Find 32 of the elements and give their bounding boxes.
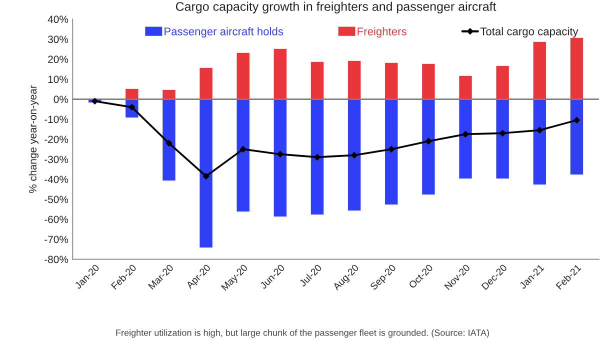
point (202, 173, 210, 180)
point (536, 127, 543, 134)
point (425, 138, 432, 144)
y-tick-label: -60% (44, 216, 68, 224)
y-tick-label: -10% (44, 116, 68, 124)
y-tick-label: 30% (48, 36, 68, 44)
legend-label: Passenger aircraft holds (164, 27, 284, 38)
point (314, 154, 320, 160)
point (240, 146, 246, 152)
y-tick-label: -30% (44, 156, 68, 164)
point (351, 152, 358, 158)
y-tick-label: 40% (48, 16, 68, 24)
y-axis-title: % change year-on-year (28, 85, 39, 193)
point (388, 146, 395, 152)
point (574, 117, 580, 124)
y-tick-label: 20% (48, 56, 68, 64)
y-tick-label: -70% (44, 236, 68, 244)
point (277, 151, 284, 158)
y-tick-label: 0% (54, 96, 68, 104)
y-tick-label: -50% (44, 196, 68, 204)
y-tick-label: -80% (44, 256, 68, 264)
text: Freighter utilization is high, but large chunk of the passenger fleet is grounded. (Source: IATA) (116, 329, 489, 338)
y-tick-label: -40% (44, 176, 68, 184)
point (499, 130, 506, 136)
y-tick-label: 10% (48, 76, 68, 84)
point (92, 98, 98, 104)
legend-label: Freighters (358, 27, 406, 38)
legend-label: Total cargo capacity (480, 27, 578, 38)
chart-title: Cargo capacity growth in freighters and passenger aircraft (176, 2, 496, 14)
point (462, 131, 469, 138)
point (166, 140, 172, 146)
y-tick-label: -20% (44, 136, 68, 144)
